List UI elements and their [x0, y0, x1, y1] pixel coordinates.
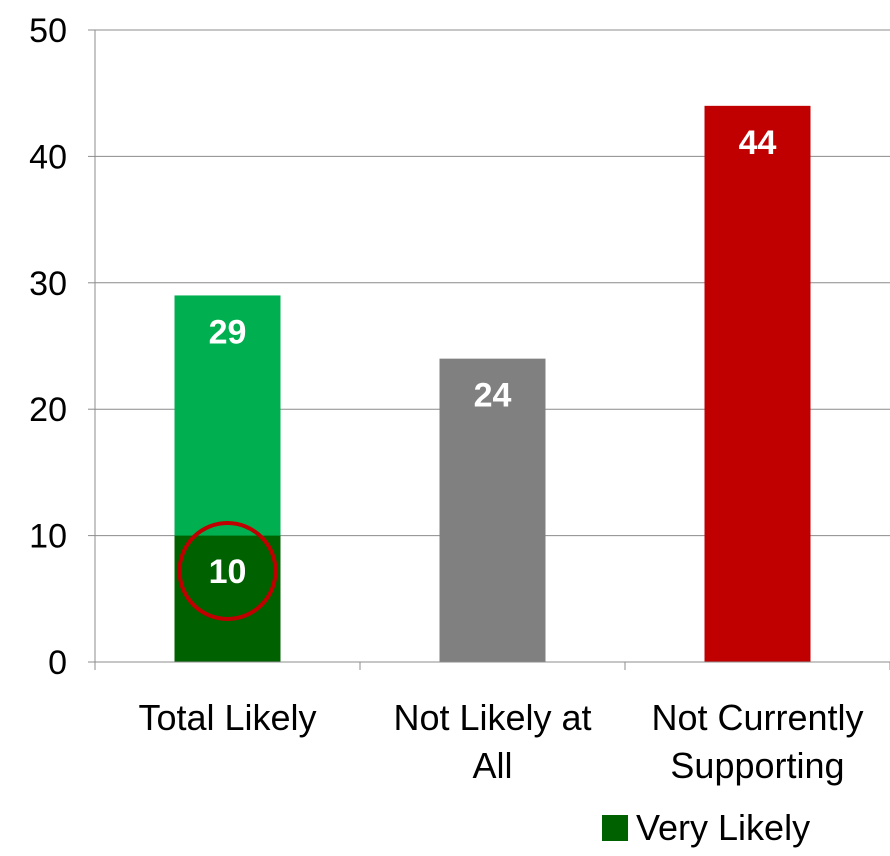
y-tick-label-10: 10 [29, 518, 67, 556]
x-category-label-1-1: All [472, 745, 512, 786]
data-label-total-likely-10: 10 [209, 553, 247, 591]
y-tick-label-20: 20 [29, 391, 67, 429]
y-tick-label-50: 50 [29, 12, 67, 50]
bar-not-currently-supporting-44 [704, 105, 811, 663]
x-category-label-1-0: Not Likely at [393, 697, 591, 738]
data-label-not-currently-supporting-44: 44 [739, 124, 777, 162]
data-label-not-likely-at-all-24: 24 [474, 377, 512, 415]
y-tick-label-30: 30 [29, 265, 67, 303]
y-tick-label-40: 40 [29, 138, 67, 176]
y-tick-label-0: 0 [48, 644, 67, 682]
bar-total-likely-10 [174, 535, 281, 662]
bar-not-likely-at-all-24 [439, 358, 546, 662]
legend-label-very-likely: Very Likely [636, 807, 811, 848]
labels: 0 10 20 30 40 50 29 10 24 44 Total Likely Not Likel… [29, 12, 863, 786]
x-category-label-0-0: Total Likely [138, 697, 316, 738]
highlight-circle [177, 520, 278, 621]
axes [88, 29, 890, 670]
x-category-label-2-1: Supporting [670, 745, 844, 786]
legend-swatch-very-likely [602, 815, 628, 841]
data-label-total-likely-29: 29 [209, 313, 247, 351]
bars [174, 105, 811, 663]
x-category-label-2-0: Not Currently [651, 697, 863, 738]
legend: Very Likely [602, 808, 810, 848]
